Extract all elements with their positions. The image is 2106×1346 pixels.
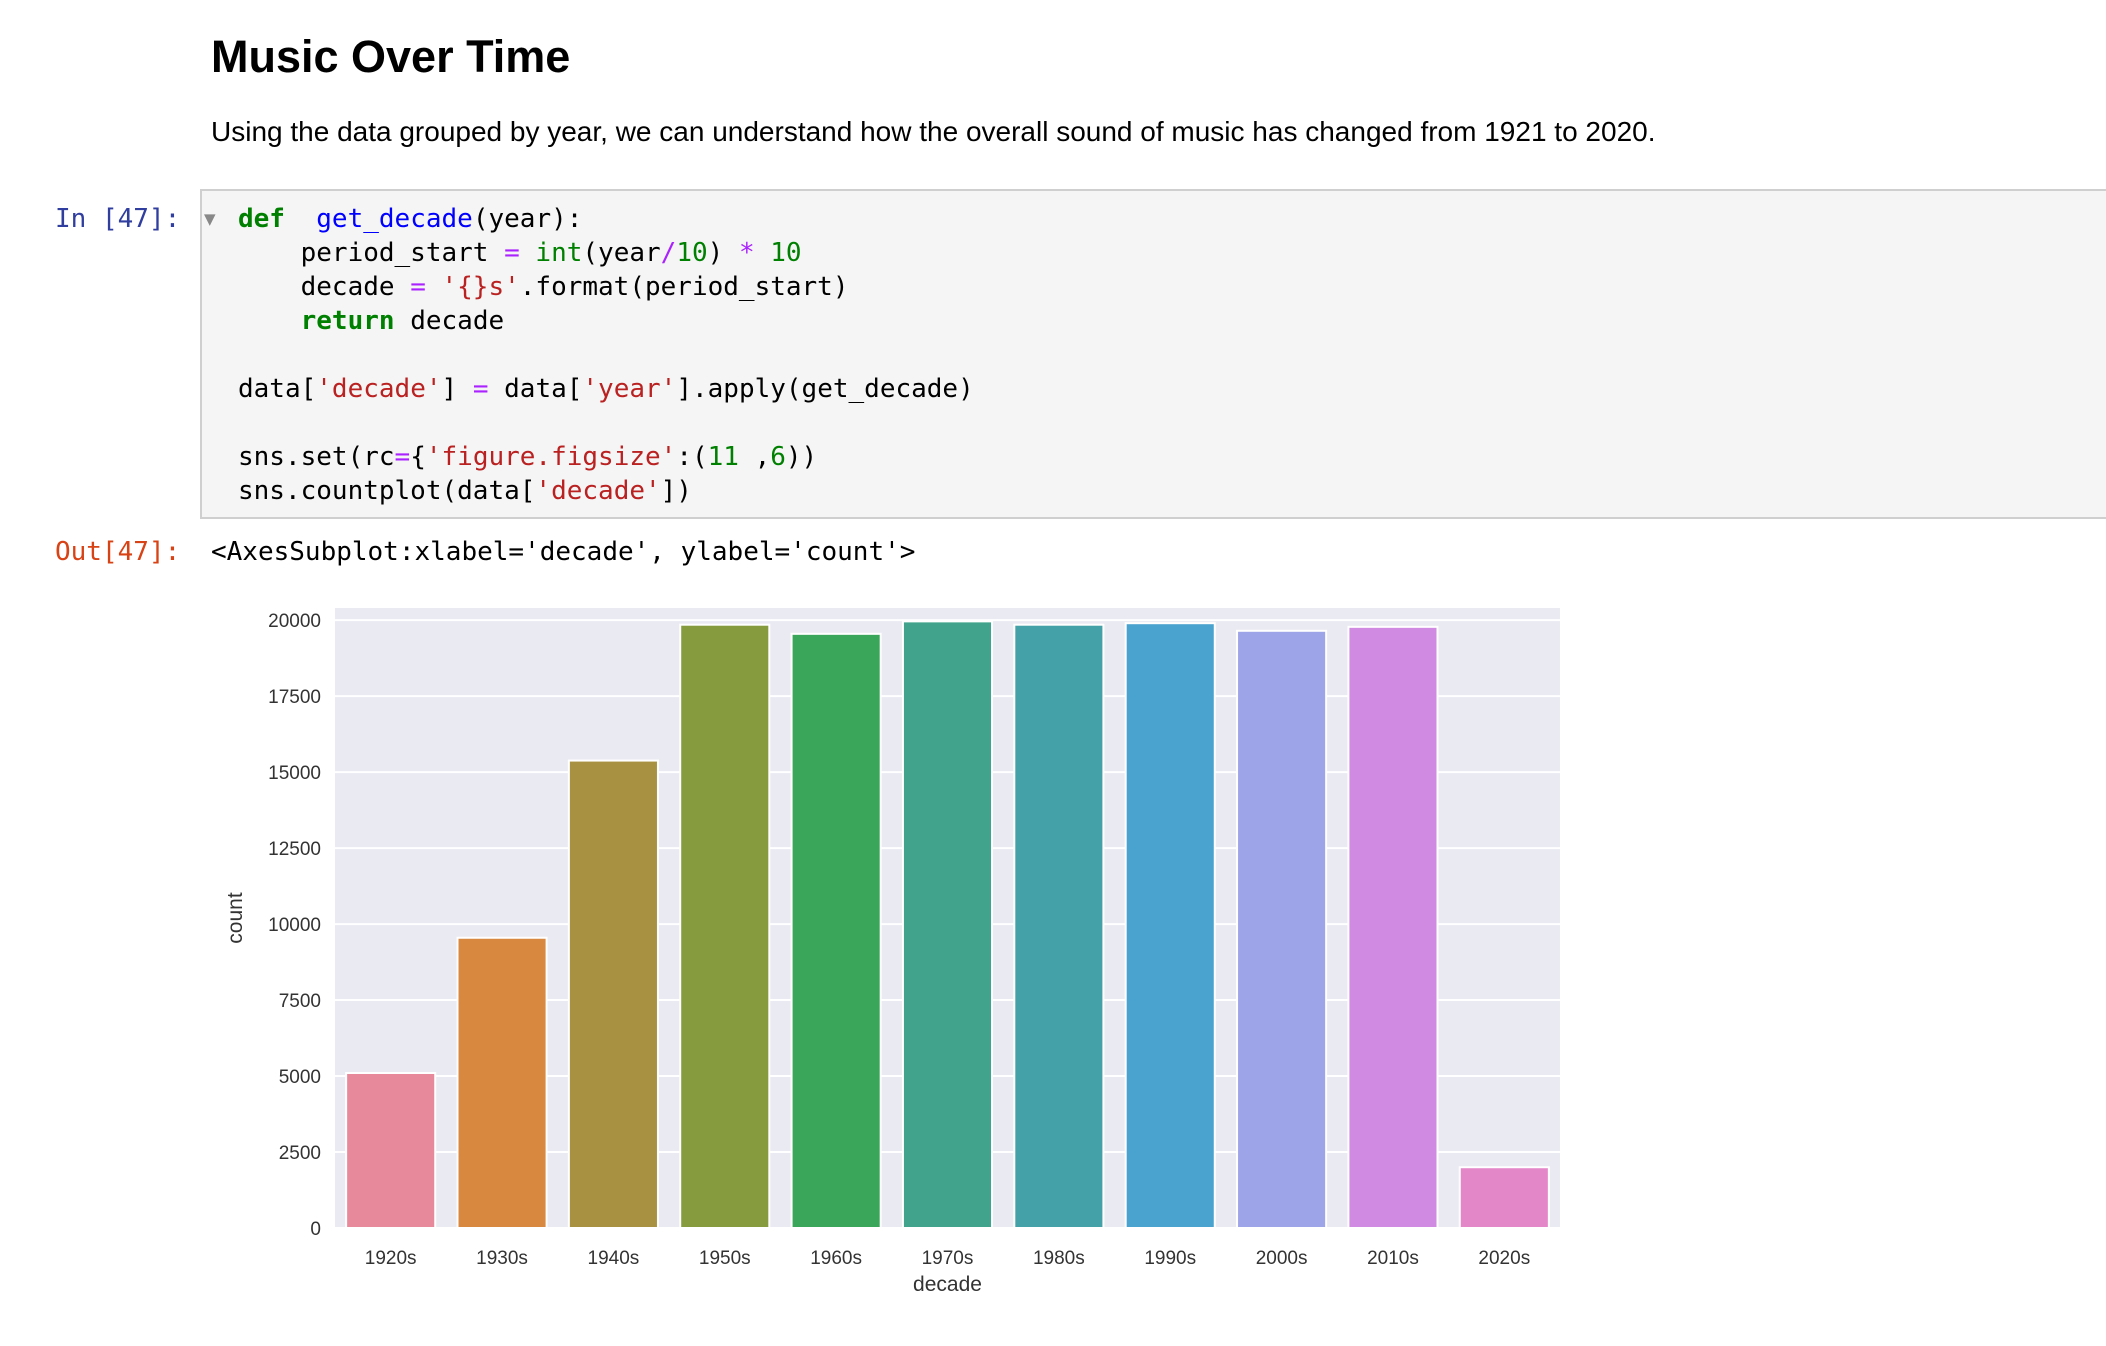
- countplot-chart: 0 2500 5000 7500 10000 12500 15000 17500 20000 19…: [224, 608, 1560, 1296]
- code-line: sns.countplot(data['decade']): [238, 476, 692, 506]
- bar-1950s: [679, 623, 771, 1229]
- bar-1970s: [901, 620, 994, 1229]
- code-cell[interactable]: [200, 189, 2106, 519]
- x-tick-label: 1970s: [922, 1248, 974, 1269]
- y-tick-label: 17500: [268, 687, 321, 708]
- code-line: return decade: [300, 306, 505, 336]
- y-tick-label: 20000: [268, 611, 321, 632]
- x-tick-label: 1990s: [1144, 1248, 1196, 1269]
- bar-2020s: [1458, 1166, 1550, 1230]
- x-tick-label: 1950s: [699, 1248, 751, 1269]
- x-tick-label: 2000s: [1256, 1248, 1308, 1269]
- section-heading: Music Over Time: [211, 31, 571, 82]
- bar-1960s: [790, 632, 882, 1230]
- x-tick-label: 2020s: [1478, 1248, 1530, 1269]
- collapse-arrow-icon[interactable]: ▼: [204, 210, 216, 228]
- x-tick-label: 1920s: [365, 1248, 417, 1269]
- x-tick-label: 1930s: [476, 1248, 528, 1269]
- code-editor[interactable]: def get_decade(year): period_start = int…: [238, 202, 974, 508]
- code-line: decade = '{}s'.format(period_start): [238, 272, 849, 302]
- code-line: def get_decade(year):: [238, 204, 583, 234]
- y-tick-label: 2500: [279, 1143, 321, 1164]
- output-text: <AxesSubplot:xlabel='decade', ylabel='co…: [211, 537, 916, 567]
- x-axis-label: decade: [913, 1273, 982, 1296]
- bar-2000s: [1236, 629, 1328, 1229]
- bar-1940s: [567, 759, 659, 1229]
- intro-paragraph: Using the data grouped by year, we can u…: [211, 116, 1656, 147]
- y-axis-label: count: [224, 892, 247, 944]
- x-tick-label: 2010s: [1367, 1248, 1419, 1269]
- bar-1920s: [345, 1072, 437, 1229]
- y-tick-label: 5000: [279, 1067, 321, 1088]
- bar-1990s: [1124, 622, 1216, 1229]
- y-tick-label: 7500: [279, 991, 321, 1012]
- bar-2010s: [1347, 625, 1439, 1229]
- code-line: sns.set(rc={'figure.figsize':(11 ,6)): [238, 442, 818, 472]
- input-prompt: In [47]:: [55, 204, 181, 234]
- x-tick-label: 1980s: [1033, 1248, 1085, 1269]
- x-tick-label: 1940s: [588, 1248, 640, 1269]
- code-line: data['decade'] = data['year'].apply(get_…: [238, 374, 974, 404]
- bar-1980s: [1013, 623, 1105, 1229]
- bar-1930s: [456, 936, 548, 1229]
- y-tick-label: 10000: [268, 915, 321, 936]
- output-prompt: Out[47]:: [55, 537, 181, 567]
- y-tick-label: 12500: [268, 839, 321, 860]
- y-tick-label: 0: [310, 1219, 321, 1240]
- x-tick-label: 1960s: [810, 1248, 862, 1269]
- y-tick-label: 15000: [268, 763, 321, 784]
- code-line: period_start = int(year/10) * 10: [238, 238, 802, 268]
